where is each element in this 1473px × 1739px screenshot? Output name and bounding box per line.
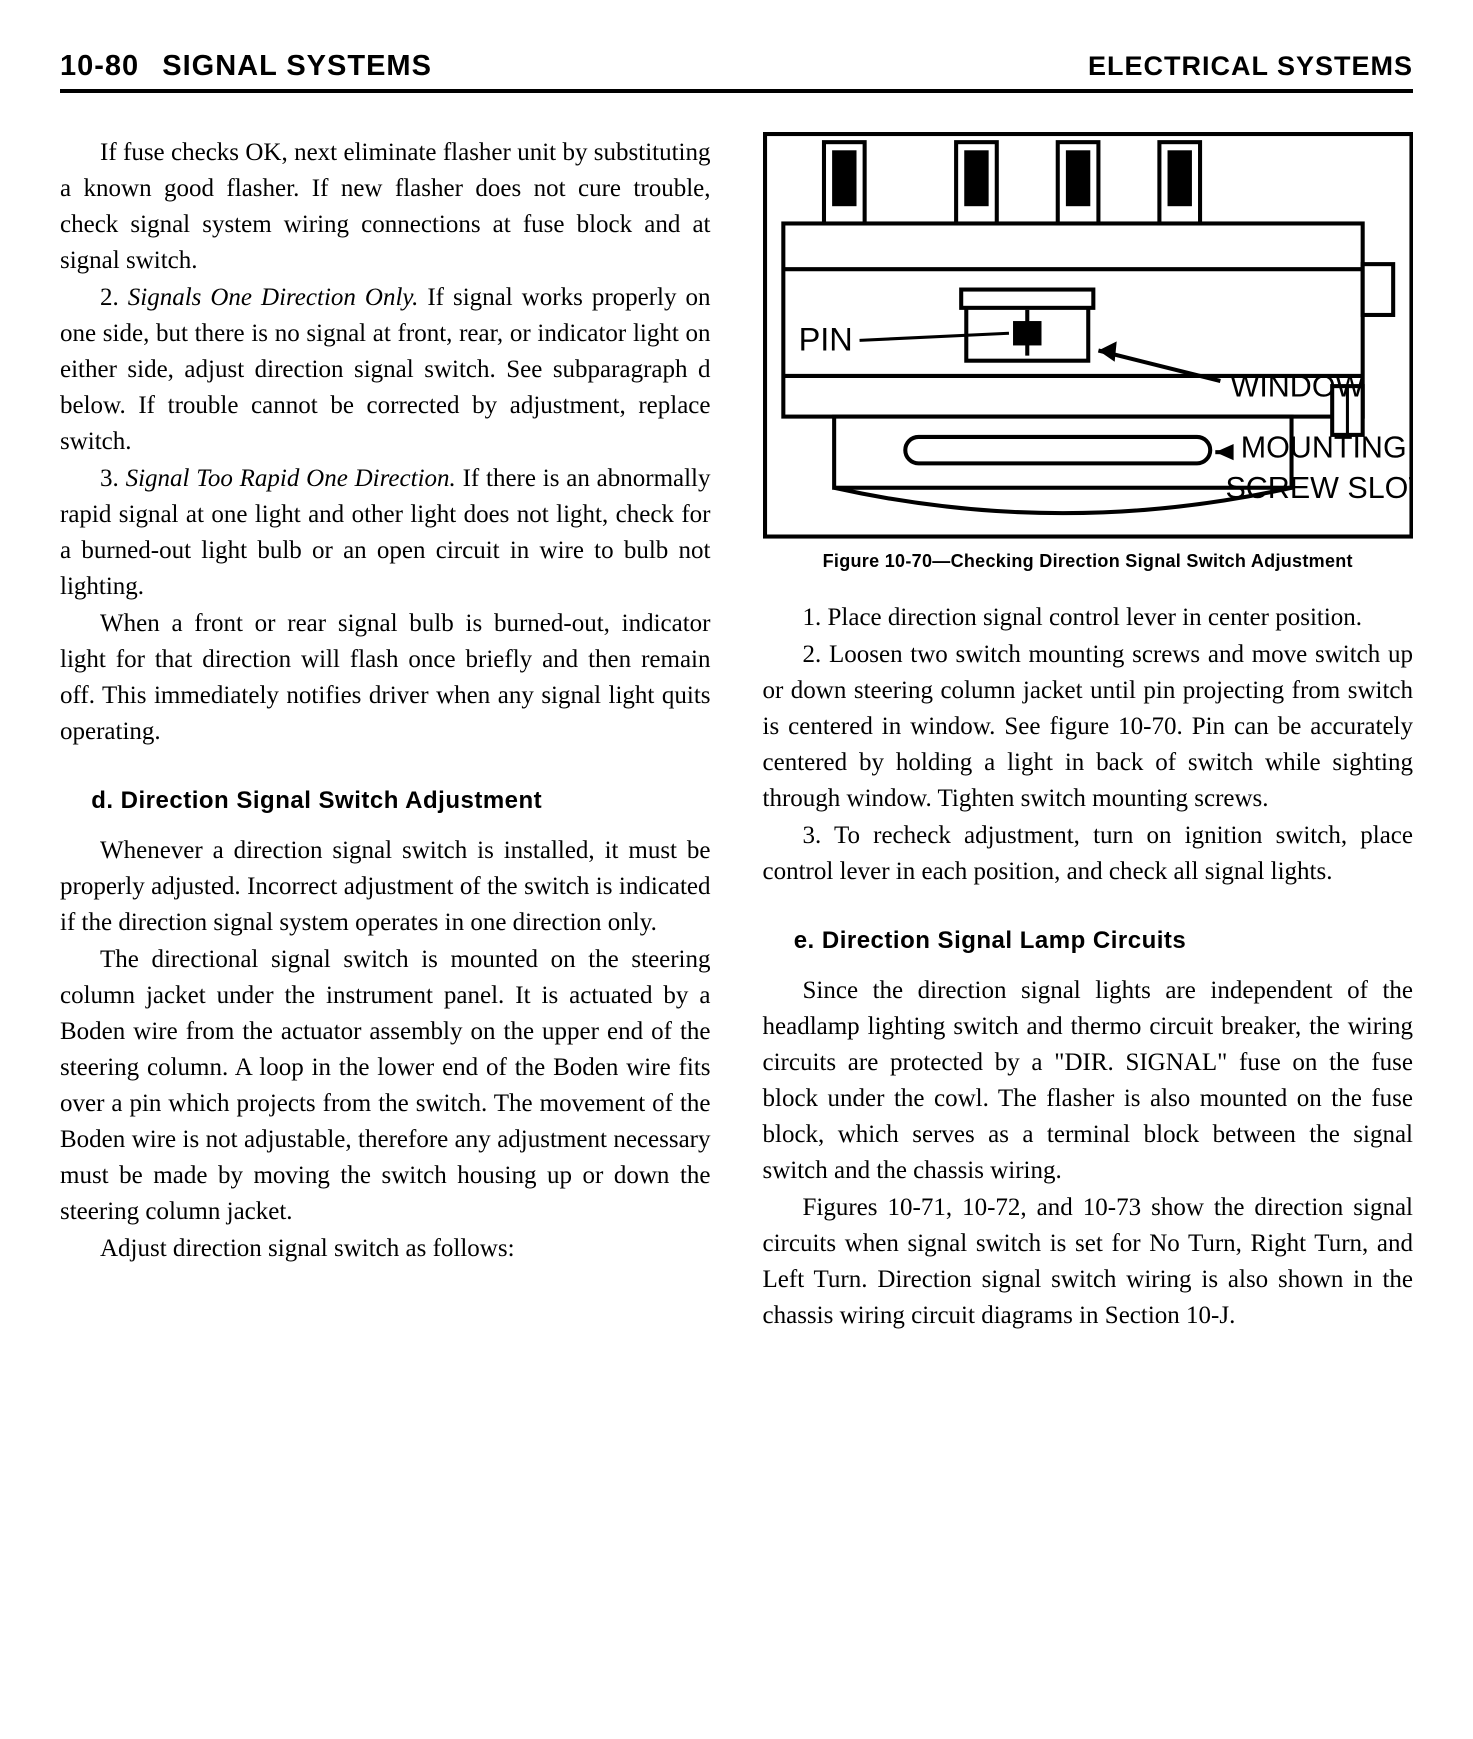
p3-prefix: 3. xyxy=(100,465,126,492)
right-p5: Figures 10-71, 10-72, and 10-73 show the… xyxy=(763,1190,1414,1334)
header-left-title: SIGNAL SYSTEMS xyxy=(162,50,432,82)
left-p6: The directional signal switch is mounted… xyxy=(60,942,711,1230)
left-p2: 2. Signals One Direction Only. If signal… xyxy=(60,280,711,460)
label-pin: PIN xyxy=(798,322,852,358)
p2-prefix: 2. xyxy=(100,284,128,311)
left-p4: When a front or rear signal bulb is burn… xyxy=(60,606,711,750)
header-right-title: ELECTRICAL SYSTEMS xyxy=(1088,51,1413,82)
left-p5: Whenever a direction signal switch is in… xyxy=(60,833,711,941)
page: 10-80 SIGNAL SYSTEMS ELECTRICAL SYSTEMS … xyxy=(0,0,1473,1739)
heading-e: e. Direction Signal Lamp Circuits xyxy=(763,924,1414,959)
figure-caption: Figure 10-70—Checking Direction Signal S… xyxy=(763,549,1414,575)
figure-10-70: PIN WINDOW MOUNTING SCREW SLOTS xyxy=(763,132,1414,539)
heading-d: d. Direction Signal Switch Adjustment xyxy=(60,784,711,819)
page-number: 10-80 xyxy=(60,50,139,82)
right-p4: Since the direction signal lights are in… xyxy=(763,973,1414,1189)
svg-text:SCREW SLOTS: SCREW SLOTS xyxy=(1225,471,1413,505)
right-p2: 2. Loosen two switch mounting screws and… xyxy=(763,637,1414,817)
left-p1: If fuse checks OK, next eliminate flashe… xyxy=(60,135,711,279)
right-p1: 1. Place direction signal control lever … xyxy=(763,600,1414,636)
p2-italic: Signals One Direction Only. xyxy=(128,284,419,311)
header-left: 10-80 SIGNAL SYSTEMS xyxy=(60,50,432,83)
left-column: If fuse checks OK, next eliminate flashe… xyxy=(60,135,711,1335)
left-p3: 3. Signal Too Rapid One Direction. If th… xyxy=(60,461,711,605)
content-columns: If fuse checks OK, next eliminate flashe… xyxy=(60,135,1413,1335)
right-p3: 3. To recheck adjustment, turn on igniti… xyxy=(763,818,1414,890)
svg-text:MOUNTING: MOUNTING xyxy=(1240,430,1406,464)
right-column: PIN WINDOW MOUNTING SCREW SLOTS Figure 1… xyxy=(763,135,1414,1335)
p3-italic: Signal Too Rapid One Direction. xyxy=(126,465,456,492)
svg-text:WINDOW: WINDOW xyxy=(1230,369,1364,403)
left-p7: Adjust direction signal switch as follow… xyxy=(60,1231,711,1267)
switch-diagram-icon: PIN WINDOW MOUNTING SCREW SLOTS xyxy=(763,132,1414,539)
page-header: 10-80 SIGNAL SYSTEMS ELECTRICAL SYSTEMS xyxy=(60,50,1413,93)
